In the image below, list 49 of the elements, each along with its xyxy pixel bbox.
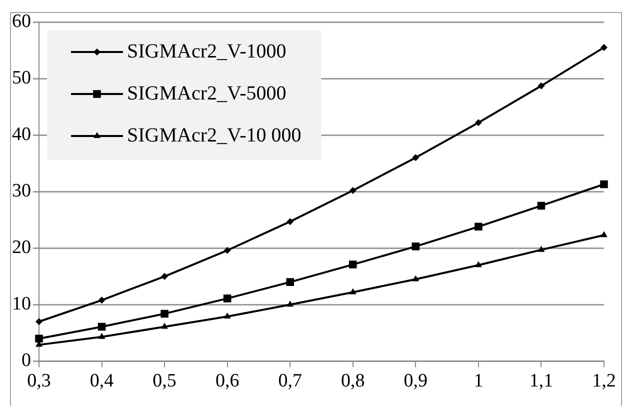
y-tick-label: 40 <box>12 124 31 146</box>
y-tick-label: 20 <box>12 237 31 258</box>
point <box>224 312 231 319</box>
point <box>160 310 168 318</box>
x-tick-label: 0,9 <box>404 370 428 392</box>
point <box>98 332 106 339</box>
point <box>600 180 608 188</box>
y-tick-label: 10 <box>12 294 31 315</box>
point <box>223 294 232 302</box>
point <box>600 231 608 238</box>
point <box>286 218 294 226</box>
legend-label: SIGMAcr2_V-1000 <box>127 40 286 62</box>
legend-label: SIGMAcr2_V-5000 <box>127 82 286 104</box>
point <box>600 44 608 51</box>
point <box>161 322 168 329</box>
point <box>286 278 294 286</box>
x-tick-label: 0,6 <box>215 370 240 392</box>
point <box>349 260 357 268</box>
x-tick-label: 0,3 <box>27 370 51 392</box>
x-tick-label: 1,2 <box>592 370 616 392</box>
x-tick-label: 1,1 <box>529 370 554 392</box>
point <box>349 288 356 294</box>
y-tick-label: 60 <box>12 10 31 32</box>
x-tick-label: 0,5 <box>152 370 176 392</box>
point <box>98 322 106 331</box>
x-tick-label: 0,8 <box>341 370 365 392</box>
legend-label: SIGMAcr2_V-10 000 <box>127 124 302 146</box>
point <box>36 318 42 326</box>
y-tick-label: 0 <box>22 350 31 372</box>
y-tick-label: 30 <box>12 180 31 202</box>
point <box>412 275 420 282</box>
point <box>538 82 545 90</box>
point <box>412 242 420 250</box>
y-tick-label: 50 <box>12 68 31 89</box>
point <box>286 300 294 307</box>
point <box>224 246 231 254</box>
x-tick-label: 1 <box>474 370 484 392</box>
point <box>474 119 482 126</box>
point <box>412 154 420 162</box>
point <box>474 222 482 231</box>
x-tick-label: 0,4 <box>90 370 114 392</box>
point <box>161 272 168 280</box>
point <box>98 296 106 304</box>
point <box>474 261 482 268</box>
point <box>537 202 546 210</box>
point <box>35 334 43 342</box>
x-tick-label: 0,7 <box>278 370 302 392</box>
point <box>538 246 545 252</box>
point <box>349 186 356 194</box>
